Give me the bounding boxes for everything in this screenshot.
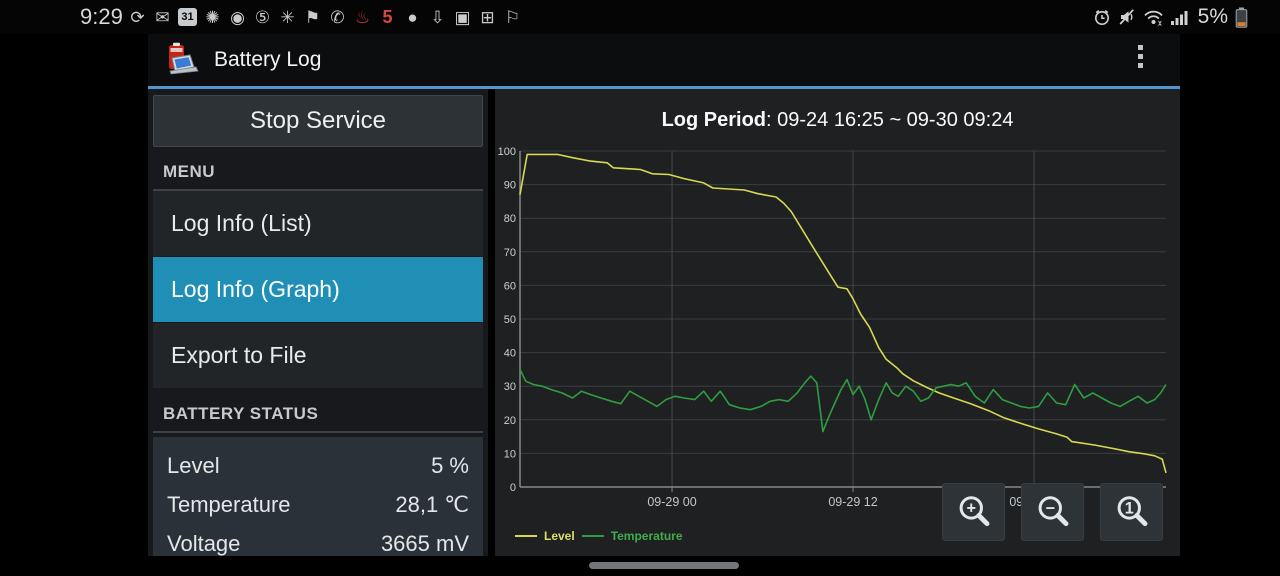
x-axis-tick-label: 09-29 00 xyxy=(647,495,696,509)
overflow-menu-button[interactable] xyxy=(1138,45,1144,68)
notification-icons: ⟳ ✉ 31 ✺ ◉ ⑤ ✳ ⚑ ✆ ♨ 5 ● ⇩ ▣ ⊞ ⚐ xyxy=(128,0,522,34)
svg-text:+: + xyxy=(966,500,976,518)
system-icons: 5% xyxy=(1093,0,1248,34)
y-axis-tick-label: 70 xyxy=(504,247,516,259)
zoom-in-button[interactable]: + xyxy=(942,483,1005,541)
app-window: Battery Log Stop Service MENU Log Info (… xyxy=(148,34,1180,556)
sidebar: Stop Service MENU Log Info (List) Log Inf… xyxy=(148,89,488,556)
download-icon: ⇩ xyxy=(430,7,445,27)
news-icon: ⊞ xyxy=(480,7,495,27)
zoom-out-button[interactable]: − xyxy=(1021,483,1084,541)
status-label: Temperature xyxy=(167,491,291,517)
gmail-icon: ✉ xyxy=(155,7,170,27)
whatsapp-icon: ✆ xyxy=(330,7,345,27)
y-axis-tick-label: 60 xyxy=(504,280,516,292)
y-axis-tick-label: 40 xyxy=(504,348,516,360)
vibrate-mute-icon xyxy=(1119,9,1134,25)
notification-count-badge: 5 xyxy=(382,7,393,27)
actionbar-accent-line xyxy=(148,86,1180,89)
status-time: 9:29 xyxy=(80,4,123,29)
circle-five-icon: ⑤ xyxy=(254,7,271,27)
app-icon xyxy=(169,42,199,75)
alarm-icon xyxy=(1094,9,1109,25)
navigation-pill[interactable] xyxy=(589,562,739,569)
level-line xyxy=(519,153,1167,474)
magnifier-icon: + xyxy=(959,496,989,527)
chart-title: Log Period: 09-24 16:25 ~ 09-30 09:24 xyxy=(495,109,1180,132)
svg-text:−: − xyxy=(1045,500,1055,518)
sidebar-item-log-info-list[interactable]: Log Info (List) xyxy=(153,191,483,257)
place-outline-icon: ⚐ xyxy=(504,7,521,27)
menu-list: Log Info (List) Log Info (Graph) Export to… xyxy=(153,191,483,389)
y-axis-tick-label: 20 xyxy=(504,415,516,427)
level-legend-label: Level xyxy=(544,529,575,543)
battery-icon xyxy=(1235,7,1248,28)
divider xyxy=(153,189,483,191)
battery-status-row: Level 5 % xyxy=(167,446,469,485)
magnifier-icon: 1 xyxy=(1117,496,1147,527)
wifi-traffic-icon xyxy=(1143,10,1163,26)
chart-legend: Level Temperature xyxy=(515,529,683,543)
y-axis-tick-label: 10 xyxy=(504,448,516,460)
y-axis-tick-label: 30 xyxy=(504,381,516,393)
y-axis-tick-label: 50 xyxy=(504,314,516,326)
chat-bubble-icon: ● xyxy=(407,7,418,27)
location-pin-icon: ⚑ xyxy=(304,7,321,27)
menu-section-header: MENU xyxy=(163,162,216,181)
status-value: 28,1 ℃ xyxy=(395,491,469,517)
antutu-flame-icon: ♨ xyxy=(354,7,371,27)
calendar-icon: 31 xyxy=(178,8,197,26)
battery-status-section-header: BATTERY STATUS xyxy=(163,404,319,423)
y-axis-tick-label: 90 xyxy=(504,180,516,192)
app-title: Battery Log xyxy=(214,48,322,71)
temperature-legend-label: Temperature xyxy=(610,529,683,543)
share-nodes-icon: ✳ xyxy=(280,7,295,27)
status-bar: 9:29 ⟳ ✉ 31 ✺ ◉ ⑤ ✳ ⚑ ✆ ♨ 5 ● ⇩ ▣ ⊞ ⚐ xyxy=(0,0,1280,34)
sidebar-item-export-to-file[interactable]: Export to File xyxy=(153,323,483,389)
y-axis-tick-label: 100 xyxy=(498,146,516,158)
sidebar-item-log-info-graph[interactable]: Log Info (Graph) xyxy=(153,257,483,323)
chart-title-label: Log Period xyxy=(661,109,767,131)
svg-text:1: 1 xyxy=(1124,500,1133,518)
battery-status-row: Temperature 28,1 ℃ xyxy=(167,485,469,524)
y-axis-tick-label: 0 xyxy=(510,482,516,494)
chart-title-value: : 09-24 16:25 ~ 09-30 09:24 xyxy=(766,109,1014,131)
shutter-icon: ✺ xyxy=(205,7,220,27)
temperature-line xyxy=(519,369,1167,433)
level-legend-swatch xyxy=(515,535,537,537)
status-value: 3665 mV xyxy=(380,530,469,556)
content-area: Stop Service MENU Log Info (List) Log Inf… xyxy=(148,89,1180,556)
magnifier-icon: − xyxy=(1038,496,1068,527)
status-label: Voltage xyxy=(167,530,241,556)
x-axis-tick-label: 09-29 12 xyxy=(828,495,877,509)
divider xyxy=(153,431,483,433)
zoom-reset-button[interactable]: 1 xyxy=(1100,483,1163,541)
y-axis-tick-label: 80 xyxy=(504,213,516,225)
status-value: 5 % xyxy=(431,452,469,478)
gallery-icon: ▣ xyxy=(454,7,471,27)
temperature-legend-swatch xyxy=(581,535,604,537)
stop-service-button[interactable]: Stop Service xyxy=(153,95,483,147)
chart-panel: Log Period: 09-24 16:25 ~ 09-30 09:24 0 1… xyxy=(495,89,1180,556)
signal-strength-icon xyxy=(1170,10,1188,25)
status-label: Level xyxy=(167,452,220,478)
sync-icon: ⟳ xyxy=(130,7,145,27)
action-bar: Battery Log xyxy=(148,34,1180,86)
messenger-icon: ◉ xyxy=(230,7,245,27)
battery-status-card: Level 5 % Temperature 28,1 ℃ Voltage 3665 mV xyxy=(153,437,483,556)
battery-percent-text: 5% xyxy=(1197,5,1228,28)
battery-status-row: Voltage 3665 mV xyxy=(167,524,469,556)
